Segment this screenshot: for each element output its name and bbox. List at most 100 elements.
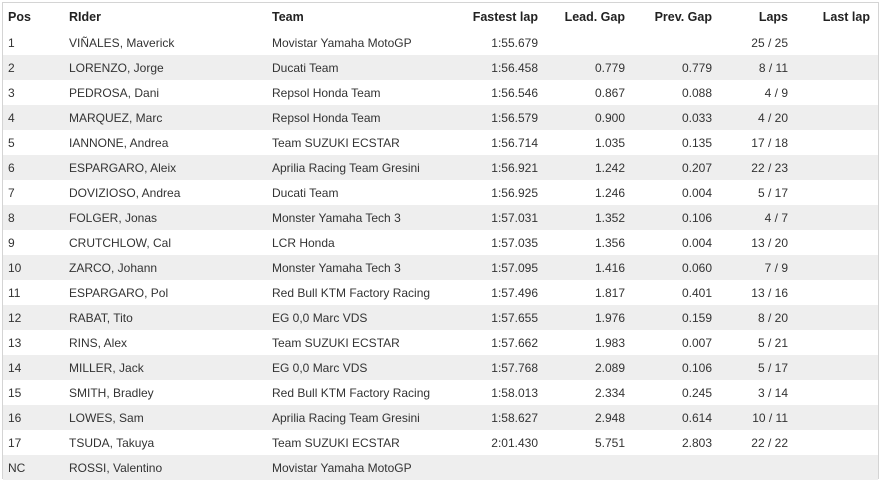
cell-rider: VIÑALES, Maverick (69, 30, 272, 55)
results-table: Pos RIder Team Fastest lap Lead. Gap Pre… (3, 3, 878, 480)
cell-lead-gap (538, 455, 625, 480)
cell-last-lap (788, 380, 878, 405)
cell-laps: 4 / 7 (712, 205, 788, 230)
cell-prev-gap: 0.207 (625, 155, 712, 180)
cell-rider: IANNONE, Andrea (69, 130, 272, 155)
cell-prev-gap: 0.106 (625, 355, 712, 380)
cell-prev-gap: 2.803 (625, 430, 712, 455)
cell-laps: 13 / 16 (712, 280, 788, 305)
cell-pos: 13 (3, 330, 69, 355)
cell-last-lap (788, 30, 878, 55)
cell-prev-gap: 0.033 (625, 105, 712, 130)
cell-fastest-lap: 1:57.035 (444, 230, 538, 255)
cell-last-lap (788, 180, 878, 205)
cell-prev-gap: 0.007 (625, 330, 712, 355)
cell-lead-gap: 1.352 (538, 205, 625, 230)
cell-last-lap (788, 430, 878, 455)
header-last-lap: Last lap (822, 9, 870, 24)
cell-team: Aprilia Racing Team Gresini (272, 405, 444, 430)
cell-rider: RABAT, Tito (69, 305, 272, 330)
cell-laps: 22 / 23 (712, 155, 788, 180)
cell-fastest-lap: 1:57.496 (444, 280, 538, 305)
cell-lead-gap: 2.948 (538, 405, 625, 430)
cell-laps: 7 / 9 (712, 255, 788, 280)
cell-laps: 4 / 9 (712, 80, 788, 105)
cell-rider: ESPARGARO, Aleix (69, 155, 272, 180)
cell-laps: 13 / 20 (712, 230, 788, 255)
cell-prev-gap: 0.401 (625, 280, 712, 305)
table-row: 16 LOWES, Sam Aprilia Racing Team Gresini 1… (3, 405, 878, 430)
cell-laps: 8 / 20 (712, 305, 788, 330)
cell-pos: 9 (3, 230, 69, 255)
cell-fastest-lap: 1:58.013 (444, 380, 538, 405)
cell-laps: 22 / 22 (712, 430, 788, 455)
cell-rider: DOVIZIOSO, Andrea (69, 180, 272, 205)
cell-last-lap (788, 405, 878, 430)
cell-pos: 14 (3, 355, 69, 380)
header-rider: RIder (69, 9, 101, 24)
table-row: 1 VIÑALES, Maverick Movistar Yamaha MotoGP… (3, 30, 878, 55)
cell-last-lap (788, 80, 878, 105)
cell-fastest-lap: 1:57.095 (444, 255, 538, 280)
cell-team: Red Bull KTM Factory Racing (272, 380, 444, 405)
cell-last-lap (788, 455, 878, 480)
table-row: 14 MILLER, Jack EG 0,0 Marc VDS 1:57.768 2.0… (3, 355, 878, 380)
cell-prev-gap: 0.779 (625, 55, 712, 80)
cell-pos: 8 (3, 205, 69, 230)
cell-laps: 3 / 14 (712, 380, 788, 405)
table-row: 2 LORENZO, Jorge Ducati Team 1:56.458 0.779 0… (3, 55, 878, 80)
cell-team: Repsol Honda Team (272, 105, 444, 130)
cell-last-lap (788, 155, 878, 180)
header-fastest-lap: Fastest lap (472, 9, 538, 24)
cell-team: Red Bull KTM Factory Racing (272, 280, 444, 305)
header-laps: Laps (758, 9, 788, 24)
cell-last-lap (788, 130, 878, 155)
table-row: 6 ESPARGARO, Aleix Aprilia Racing Team Gre… (3, 155, 878, 180)
cell-rider: PEDROSA, Dani (69, 80, 272, 105)
cell-lead-gap: 5.751 (538, 430, 625, 455)
cell-fastest-lap (444, 455, 538, 480)
cell-laps: 10 / 11 (712, 405, 788, 430)
cell-rider: ESPARGARO, Pol (69, 280, 272, 305)
cell-lead-gap (538, 30, 625, 55)
cell-team: Team SUZUKI ECSTAR (272, 130, 444, 155)
cell-last-lap (788, 105, 878, 130)
cell-rider: ZARCO, Johann (69, 255, 272, 280)
cell-rider: MARQUEZ, Marc (69, 105, 272, 130)
cell-prev-gap: 0.106 (625, 205, 712, 230)
cell-prev-gap: 0.614 (625, 405, 712, 430)
table-row: 9 CRUTCHLOW, Cal LCR Honda 1:57.035 1.356 0.0… (3, 230, 878, 255)
results-table-header: Pos RIder Team Fastest lap Lead. Gap Pre… (3, 3, 878, 30)
cell-lead-gap: 0.779 (538, 55, 625, 80)
table-row: 11 ESPARGARO, Pol Red Bull KTM Factory Rac… (3, 280, 878, 305)
cell-team: Monster Yamaha Tech 3 (272, 205, 444, 230)
cell-lead-gap: 1.356 (538, 230, 625, 255)
cell-team: Movistar Yamaha MotoGP (272, 30, 444, 55)
cell-laps (712, 455, 788, 480)
cell-last-lap (788, 55, 878, 80)
cell-fastest-lap: 1:56.458 (444, 55, 538, 80)
cell-fastest-lap: 1:56.714 (444, 130, 538, 155)
cell-laps: 5 / 17 (712, 355, 788, 380)
cell-rider: LORENZO, Jorge (69, 55, 272, 80)
cell-rider: FOLGER, Jonas (69, 205, 272, 230)
cell-lead-gap: 1.817 (538, 280, 625, 305)
table-row: 10 ZARCO, Johann Monster Yamaha Tech 3 1:57… (3, 255, 878, 280)
cell-pos: 4 (3, 105, 69, 130)
cell-pos: 3 (3, 80, 69, 105)
cell-pos: 16 (3, 405, 69, 430)
header-pos: Pos (8, 9, 31, 24)
results-table-body: 1 VIÑALES, Maverick Movistar Yamaha MotoGP… (3, 30, 878, 480)
cell-fastest-lap: 1:57.768 (444, 355, 538, 380)
cell-last-lap (788, 255, 878, 280)
cell-team: Repsol Honda Team (272, 80, 444, 105)
cell-team: Team SUZUKI ECSTAR (272, 430, 444, 455)
table-row: 17 TSUDA, Takuya Team SUZUKI ECSTAR 2:01.43… (3, 430, 878, 455)
cell-prev-gap: 0.004 (625, 180, 712, 205)
cell-last-lap (788, 280, 878, 305)
header-lead-gap: Lead. Gap (564, 9, 625, 24)
cell-lead-gap: 2.089 (538, 355, 625, 380)
cell-fastest-lap: 1:58.627 (444, 405, 538, 430)
table-row: 15 SMITH, Bradley Red Bull KTM Factory Rac… (3, 380, 878, 405)
